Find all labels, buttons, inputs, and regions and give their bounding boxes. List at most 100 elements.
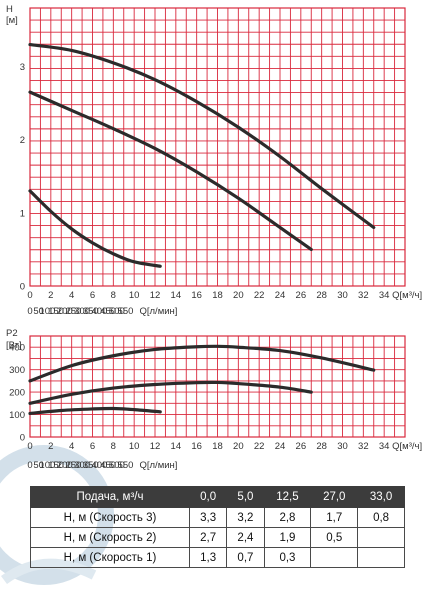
x-tick-label: 6 <box>90 290 95 301</box>
x-tick-label: 0 <box>27 290 32 301</box>
curve-speed-2 <box>28 90 313 252</box>
x2-tick-label: 50 <box>33 460 44 471</box>
plot-frame <box>29 7 406 287</box>
y-tick-label: 3 <box>20 62 25 73</box>
table-cell <box>357 527 405 548</box>
x-tick-label: 34 <box>379 290 390 301</box>
x2-tick-label: 450 <box>100 306 116 317</box>
table-cell: 3,2 <box>226 507 265 528</box>
x-tick-label: 0 <box>27 441 32 452</box>
x-tick-label: 16 <box>191 290 202 301</box>
x-tick-label: 20 <box>233 441 244 452</box>
y-tick-label: 0 <box>20 433 25 444</box>
y-axis-unit: [Вт] <box>6 340 22 351</box>
x-tick-label: 22 <box>254 441 265 452</box>
x-tick-label: 32 <box>358 441 369 452</box>
table-cell: 1,9 <box>263 527 312 548</box>
curve-speed-3 <box>28 344 376 383</box>
x2-axis-label: Q[л/мин] <box>139 460 177 471</box>
x-tick-label: 8 <box>111 290 116 301</box>
x2-tick-label: 550 <box>118 306 134 317</box>
x2-tick-label: 200 <box>57 460 73 471</box>
x2-tick-label: 300 <box>74 306 90 317</box>
x2-tick-label: 200 <box>57 306 73 317</box>
x2-tick-label: 400 <box>92 306 108 317</box>
x-tick-label: 18 <box>212 290 223 301</box>
x-tick-label: 4 <box>69 441 74 452</box>
x2-tick-label: 0 <box>27 306 32 317</box>
x-tick-label: 26 <box>296 290 307 301</box>
x-tick-label: 12 <box>150 441 161 452</box>
x-tick-label: 30 <box>337 441 348 452</box>
y-tick-label: 1 <box>20 208 25 219</box>
x2-tick-label: 350 <box>83 460 99 471</box>
header-cell: 27,0 <box>310 486 359 508</box>
row-label: H, м (Скорость 1) <box>30 547 190 568</box>
x-tick-label: 4 <box>69 290 74 301</box>
x-tick-label: 12 <box>150 290 161 301</box>
x2-tick-label: 50 <box>33 306 44 317</box>
table-cell: 2,4 <box>226 527 265 548</box>
header-cell: 12,5 <box>263 486 312 508</box>
table-cell: 0,8 <box>357 507 405 528</box>
table-header-row: Подача, м³/ч 0,0 5,0 12,5 27,0 33,0 <box>30 486 405 508</box>
row-label: H, м (Скорость 3) <box>30 507 190 528</box>
x2-tick-label: 550 <box>118 460 134 471</box>
x-tick-label: 8 <box>111 441 116 452</box>
y-tick-label: 300 <box>9 365 25 376</box>
table-cell: 0,3 <box>263 547 312 568</box>
curve-speed-2 <box>28 380 313 405</box>
x2-tick-label: 0 <box>27 460 32 471</box>
x-tick-label: 10 <box>129 441 140 452</box>
x-tick-label: 10 <box>129 290 140 301</box>
x-tick-label: 22 <box>254 290 265 301</box>
x2-tick-label: 300 <box>74 460 90 471</box>
x-tick-label: 18 <box>212 441 223 452</box>
table-cell <box>310 547 359 568</box>
x2-tick-label: 100 <box>39 306 55 317</box>
header-cell: 0,0 <box>188 486 228 508</box>
x2-tick-label: 150 <box>48 460 64 471</box>
x-tick-label: 2 <box>48 290 53 301</box>
y-tick-label: 2 <box>20 135 25 146</box>
y-axis-letter: H <box>6 4 13 15</box>
x-tick-label: 32 <box>358 290 369 301</box>
curve-speed-1 <box>28 406 162 416</box>
pump-data-table: Подача, м³/ч 0,0 5,0 12,5 27,0 33,0 H, м… <box>30 486 405 568</box>
table-cell: 1,3 <box>188 547 228 568</box>
table-row: H, м (Скорость 2) 2,7 2,4 1,9 0,5 <box>30 527 405 548</box>
x-tick-label: 28 <box>316 441 327 452</box>
x-tick-label: 14 <box>171 290 182 301</box>
x2-tick-label: 500 <box>109 306 125 317</box>
x2-axis-label: Q[л/мин] <box>139 306 177 317</box>
y-axis-unit: [м] <box>6 15 18 26</box>
x2-tick-label: 350 <box>83 306 99 317</box>
x2-tick-label: 100 <box>39 460 55 471</box>
y-axis-letter: P2 <box>6 328 18 339</box>
x2-tick-label: 250 <box>65 460 81 471</box>
y-tick-label: 400 <box>9 343 25 354</box>
x-tick-label: 34 <box>379 441 390 452</box>
x-tick-label: 16 <box>191 441 202 452</box>
curve-speed-3 <box>28 42 376 230</box>
x-tick-label: 6 <box>90 441 95 452</box>
x-tick-label: 26 <box>296 441 307 452</box>
y-tick-label: 0 <box>20 282 25 293</box>
x-tick-label: 30 <box>337 290 348 301</box>
x-axis-label: Q[м³/ч] <box>392 441 422 452</box>
x-axis-label: Q[м³/ч] <box>392 290 422 301</box>
x2-tick-label: 500 <box>109 460 125 471</box>
x-tick-label: 28 <box>316 290 327 301</box>
table-cell: 0,5 <box>310 527 359 548</box>
x2-tick-label: 150 <box>48 306 64 317</box>
x-tick-label: 24 <box>275 441 286 452</box>
x2-tick-label: 450 <box>100 460 116 471</box>
plot-frame <box>29 335 406 438</box>
table-cell: 1,7 <box>310 507 359 528</box>
header-cell: Подача, м³/ч <box>30 486 190 508</box>
header-cell: 33,0 <box>357 486 405 508</box>
x-tick-label: 24 <box>275 290 286 301</box>
